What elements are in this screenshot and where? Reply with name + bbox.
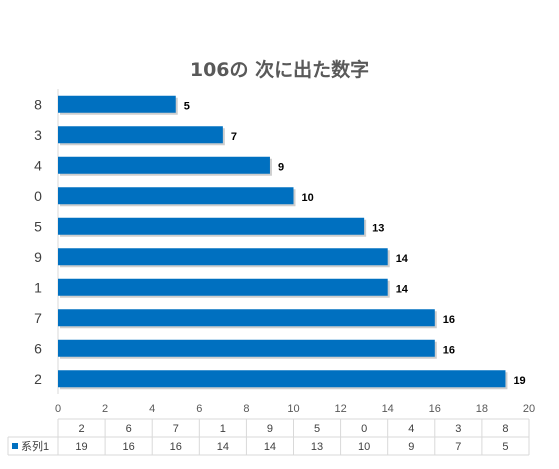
x-tick-label: 14 [382,403,394,415]
x-tick-label: 16 [429,403,441,415]
data-label: 13 [372,222,384,234]
table-value-cell: 7 [455,441,461,453]
category-label: 2 [34,371,42,387]
bar [58,187,294,205]
category-label: 5 [34,218,42,234]
x-tick-label: 10 [287,403,299,415]
table-header-cell: 7 [173,423,179,435]
category-label: 3 [34,127,42,143]
table-header-cell: 4 [408,423,414,435]
data-label: 19 [513,375,525,387]
table-header-cell: 9 [267,423,273,435]
bar [58,370,506,388]
bar [58,339,435,357]
legend-key-swatch [12,443,18,449]
table-value-cell: 14 [264,441,276,453]
table-header-cell: 5 [314,423,320,435]
table-value-cell: 16 [170,441,182,453]
bar [58,126,223,144]
table-header-cell: 3 [455,423,461,435]
bar [58,95,176,113]
table-value-cell: 5 [502,441,508,453]
category-label: 4 [34,157,42,173]
table-value-cell: 10 [358,441,370,453]
category-label: 9 [34,249,42,265]
table-value-cell: 16 [123,441,135,453]
category-label: 8 [34,96,42,112]
table-header-cell: 2 [78,423,84,435]
table-header-cell: 1 [220,423,226,435]
x-tick-label: 8 [243,403,249,415]
table-value-cell: 19 [75,441,87,453]
table-header-cell: 0 [361,423,367,435]
data-label: 9 [278,161,284,173]
table-header-cell: 6 [126,423,132,435]
bar [58,217,365,235]
bar [58,248,388,266]
category-label: 6 [34,340,42,356]
data-label: 14 [396,283,409,295]
bar [58,309,435,327]
x-tick-label: 4 [149,403,155,415]
table-value-cell: 9 [408,441,414,453]
table-value-cell: 13 [311,441,323,453]
data-label: 7 [231,131,237,143]
bar [58,156,270,174]
category-label: 1 [34,279,42,295]
data-label: 16 [443,344,455,356]
table-header-cell: 8 [502,423,508,435]
x-tick-label: 0 [55,403,61,415]
x-tick-label: 12 [334,403,346,415]
data-label: 10 [302,192,314,204]
table-value-cell: 14 [217,441,229,453]
x-tick-label: 2 [102,403,108,415]
category-label: 7 [34,310,42,326]
chart-title: 106の 次に出た数字 [189,59,370,81]
x-tick-label: 20 [523,403,535,415]
data-label: 14 [396,253,409,265]
x-tick-label: 18 [476,403,488,415]
x-tick-label: 6 [196,403,202,415]
data-label: 16 [443,314,455,326]
legend-key-label: 系列1 [21,439,49,453]
data-label: 5 [184,100,190,112]
category-label: 0 [34,188,42,204]
bar [58,278,388,296]
